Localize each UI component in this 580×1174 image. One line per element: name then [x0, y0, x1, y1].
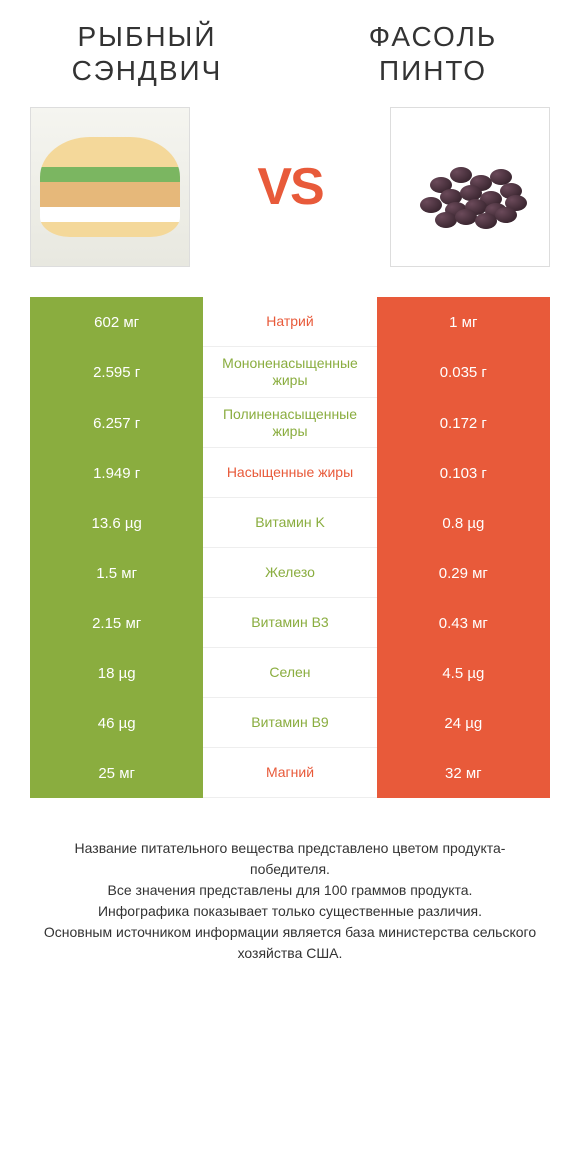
- bean-shape: [475, 213, 497, 229]
- value-left: 18 µg: [30, 648, 203, 698]
- value-left: 6.257 г: [30, 398, 203, 449]
- table-row: 602 мгНатрий1 мг: [30, 297, 550, 347]
- value-right: 0.29 мг: [377, 548, 550, 598]
- value-left: 2.595 г: [30, 347, 203, 398]
- nutrient-label: Натрий: [203, 297, 376, 347]
- food-image-right: [390, 107, 550, 267]
- nutrient-label: Насыщенные жиры: [203, 448, 376, 498]
- value-right: 1 мг: [377, 297, 550, 347]
- value-right: 32 мг: [377, 748, 550, 798]
- table-row: 46 µgВитамин B924 µg: [30, 698, 550, 748]
- value-left: 602 мг: [30, 297, 203, 347]
- footer-line: Все значения представлены для 100 граммо…: [40, 880, 540, 901]
- nutrient-label: Витамин K: [203, 498, 376, 548]
- titles-row: РЫБНЫЙ СЭНДВИЧ ФАСОЛЬ ПИНТО: [30, 20, 550, 87]
- value-right: 0.8 µg: [377, 498, 550, 548]
- bean-shape: [420, 197, 442, 213]
- table-row: 2.15 мгВитамин B30.43 мг: [30, 598, 550, 648]
- vs-label: VS: [257, 157, 322, 217]
- bean-shape: [455, 209, 477, 225]
- value-right: 0.035 г: [377, 347, 550, 398]
- value-left: 1.949 г: [30, 448, 203, 498]
- value-left: 46 µg: [30, 698, 203, 748]
- nutrient-label: Полиненасыщенные жиры: [203, 398, 376, 449]
- title-right: ФАСОЛЬ ПИНТО: [316, 20, 550, 87]
- table-row: 18 µgСелен4.5 µg: [30, 648, 550, 698]
- nutrient-label: Витамин B9: [203, 698, 376, 748]
- value-left: 2.15 мг: [30, 598, 203, 648]
- nutrient-label: Мононенасыщенные жиры: [203, 347, 376, 398]
- bean-shape: [435, 212, 457, 228]
- table-row: 1.949 гНасыщенные жиры0.103 г: [30, 448, 550, 498]
- value-right: 0.43 мг: [377, 598, 550, 648]
- footer-line: Название питательного вещества представл…: [40, 838, 540, 880]
- comparison-table: 602 мгНатрий1 мг2.595 гМононенасыщенные …: [30, 297, 550, 798]
- nutrient-label: Железо: [203, 548, 376, 598]
- beans-icon: [400, 147, 540, 227]
- food-image-left: [30, 107, 190, 267]
- value-right: 4.5 µg: [377, 648, 550, 698]
- table-row: 6.257 гПолиненасыщенные жиры0.172 г: [30, 398, 550, 449]
- bean-shape: [450, 167, 472, 183]
- footer-line: Основным источником информации является …: [40, 922, 540, 964]
- table-row: 13.6 µgВитамин K0.8 µg: [30, 498, 550, 548]
- title-left: РЫБНЫЙ СЭНДВИЧ: [30, 20, 264, 87]
- value-right: 0.103 г: [377, 448, 550, 498]
- footer-line: Инфографика показывает только существенн…: [40, 901, 540, 922]
- images-row: VS: [30, 107, 550, 267]
- nutrient-label: Селен: [203, 648, 376, 698]
- nutrient-label: Магний: [203, 748, 376, 798]
- nutrient-label: Витамин B3: [203, 598, 376, 648]
- table-row: 1.5 мгЖелезо0.29 мг: [30, 548, 550, 598]
- value-left: 13.6 µg: [30, 498, 203, 548]
- footer-notes: Название питательного вещества представл…: [30, 838, 550, 964]
- value-right: 24 µg: [377, 698, 550, 748]
- table-row: 25 мгМагний32 мг: [30, 748, 550, 798]
- sandwich-icon: [40, 137, 180, 237]
- value-right: 0.172 г: [377, 398, 550, 449]
- table-row: 2.595 гМононенасыщенные жиры0.035 г: [30, 347, 550, 398]
- bean-shape: [495, 207, 517, 223]
- value-left: 1.5 мг: [30, 548, 203, 598]
- value-left: 25 мг: [30, 748, 203, 798]
